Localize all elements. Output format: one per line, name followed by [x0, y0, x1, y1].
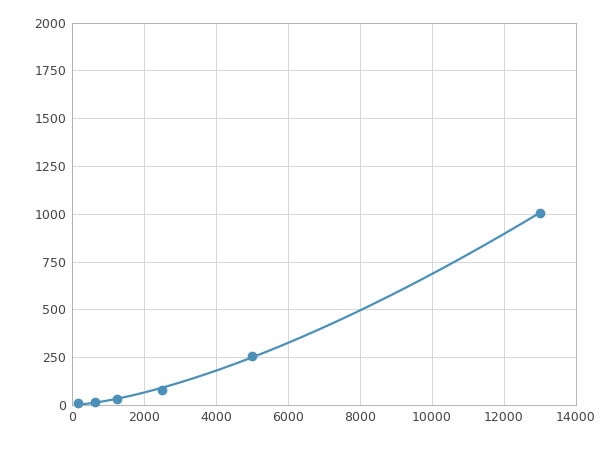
Point [157, 386, 167, 393]
Point [535, 209, 545, 216]
Point [90, 398, 100, 405]
Point [73, 400, 82, 407]
Point [112, 396, 122, 403]
Point [247, 353, 257, 360]
